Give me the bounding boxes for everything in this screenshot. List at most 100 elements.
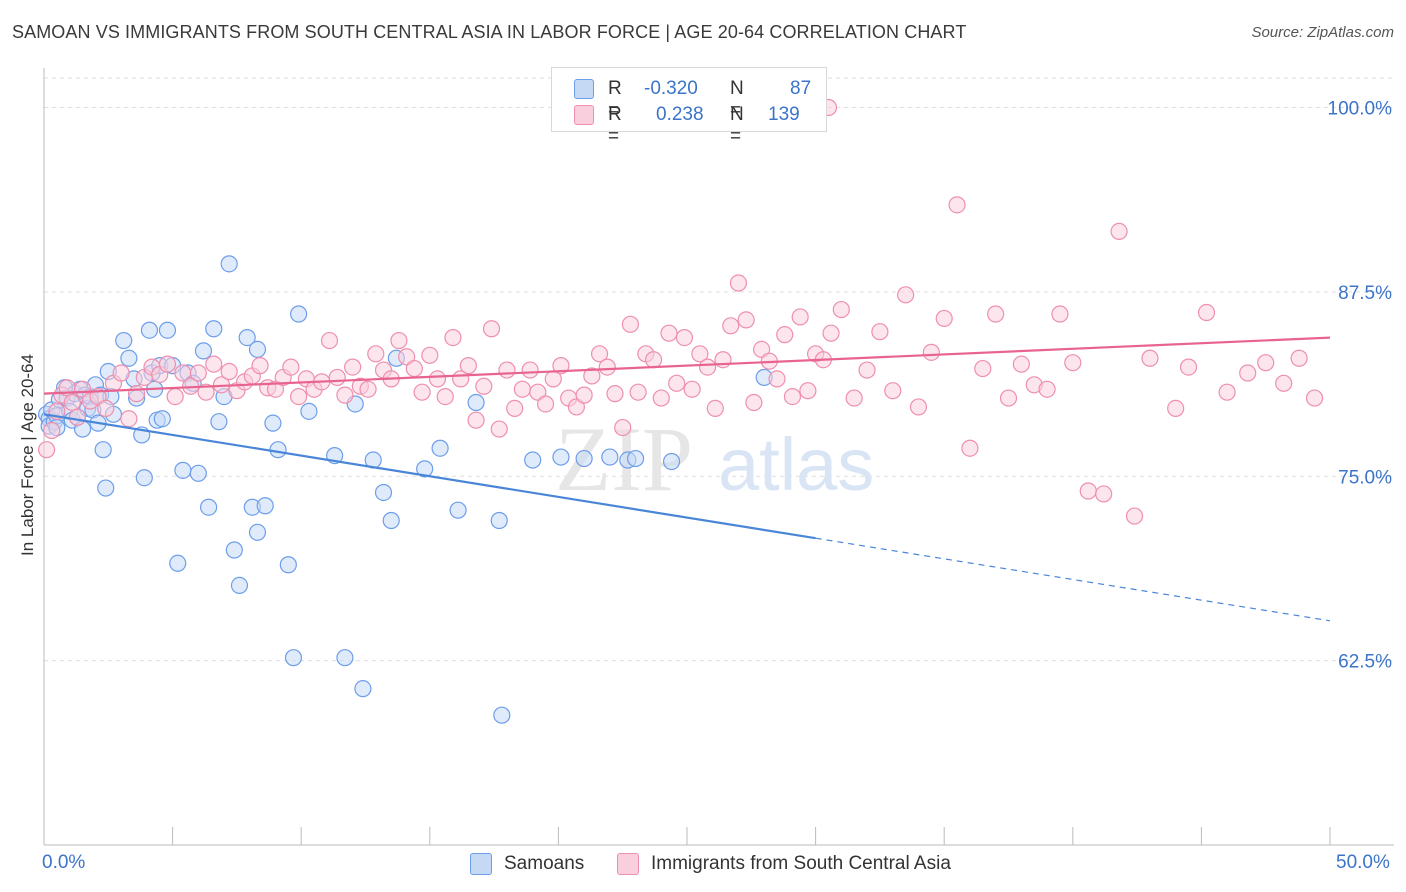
samoans-point	[230, 576, 249, 595]
immigrants-point	[614, 418, 632, 437]
samoans-point	[269, 441, 287, 459]
r-value-immigrants: 0.238	[656, 104, 704, 125]
samoans-point	[626, 449, 645, 468]
immigrants-point	[428, 370, 447, 388]
samoans-point	[169, 554, 187, 572]
immigrants-point	[444, 329, 462, 347]
immigrants-point	[1110, 222, 1128, 240]
legend-swatch-samoans	[470, 853, 492, 875]
samoans-point	[449, 501, 467, 519]
immigrants-point	[436, 388, 454, 406]
immigrants-point	[668, 374, 686, 392]
immigrants-point	[729, 274, 748, 292]
immigrants-point	[974, 359, 992, 378]
samoans-point	[194, 342, 213, 360]
immigrants-point	[158, 355, 177, 373]
samoans-point	[336, 649, 354, 667]
immigrants-point	[1141, 349, 1159, 367]
samoans-point	[662, 452, 681, 471]
immigrants-point	[871, 323, 889, 341]
immigrants-point	[529, 383, 547, 401]
immigrants-point	[752, 340, 771, 358]
points-layer	[37, 98, 1324, 724]
immigrants-point	[344, 358, 362, 376]
immigrants-point	[1079, 482, 1097, 500]
immigrants-point	[266, 380, 285, 398]
immigrants-point	[832, 300, 850, 319]
immigrants-point	[290, 388, 308, 406]
r-label: R =	[608, 104, 622, 147]
samoans-point	[382, 511, 400, 530]
immigrants-point	[390, 331, 408, 350]
immigrants-point	[89, 388, 107, 406]
samoans-point	[300, 402, 318, 420]
samoans-point	[158, 321, 177, 339]
y-tick-label: 87.5%	[1338, 283, 1392, 304]
samoans-point	[153, 410, 171, 428]
immigrants-point	[1095, 485, 1113, 503]
legend-label-immigrants: Immigrants from South Central Asia	[651, 853, 951, 874]
samoans-point	[174, 461, 192, 479]
immigrants-point	[482, 320, 501, 338]
immigrants-point	[845, 389, 863, 407]
immigrants-point	[1290, 349, 1308, 367]
immigrants-point	[498, 361, 516, 379]
immigrants-point	[120, 410, 138, 428]
samoans-point	[575, 449, 593, 468]
samoans-point	[205, 320, 223, 338]
immigrants-point	[583, 367, 601, 385]
samoans-point	[290, 305, 308, 323]
watermark-atlas: atlas	[718, 423, 874, 506]
immigrants-point	[68, 408, 87, 426]
immigrants-point	[987, 305, 1005, 323]
samoans-point	[225, 541, 243, 559]
samoans-point	[220, 255, 238, 273]
samoans-point	[97, 479, 115, 497]
y-tick-label: 75.0%	[1338, 467, 1392, 488]
immigrants-point	[698, 358, 717, 376]
immigrants-point	[43, 421, 61, 440]
samoans-point	[120, 349, 138, 367]
axes	[43, 68, 1394, 846]
immigrants-point	[1125, 507, 1144, 525]
samoans-point	[210, 413, 228, 431]
immigrants-point	[220, 362, 238, 381]
immigrants-point	[421, 346, 439, 364]
immigrants-point	[822, 324, 840, 342]
r-value-samoans: -0.320	[644, 78, 698, 99]
samoans-point	[552, 448, 570, 466]
samoans-point	[493, 706, 511, 724]
samoans-point	[354, 680, 372, 698]
immigrants-point	[112, 364, 130, 382]
immigrants-point	[475, 377, 493, 395]
immigrants-point	[1179, 358, 1198, 376]
immigrants-point	[513, 380, 531, 398]
immigrants-point	[706, 399, 724, 417]
immigrants-point	[552, 357, 570, 375]
immigrants-point	[490, 420, 508, 438]
immigrants-point	[405, 359, 423, 378]
immigrants-trend-line	[43, 336, 1331, 395]
immigrants-point	[606, 385, 624, 403]
immigrants-point	[328, 368, 346, 387]
immigrants-point	[97, 399, 115, 417]
immigrants-point	[320, 331, 339, 350]
immigrants-point	[858, 361, 876, 379]
immigrants-point	[536, 395, 555, 413]
immigrants-point	[909, 398, 928, 416]
immigrants-point	[590, 345, 609, 363]
legend-swatch-samoans	[574, 79, 594, 99]
immigrants-point	[799, 382, 817, 400]
samoans-point	[238, 329, 256, 347]
immigrants-point	[737, 311, 755, 329]
samoans-point	[279, 556, 297, 574]
correlation-legend: R = -0.320 N = 87 R = 0.238 N = 139	[551, 67, 827, 147]
immigrants-point	[768, 370, 786, 388]
immigrants-point	[359, 380, 377, 398]
immigrants-point	[644, 351, 663, 369]
immigrants-point	[1218, 383, 1236, 401]
n-value-immigrants: 139	[768, 104, 800, 125]
immigrants-point	[1038, 380, 1056, 398]
immigrants-point	[1275, 374, 1293, 392]
immigrants-point	[652, 389, 670, 407]
